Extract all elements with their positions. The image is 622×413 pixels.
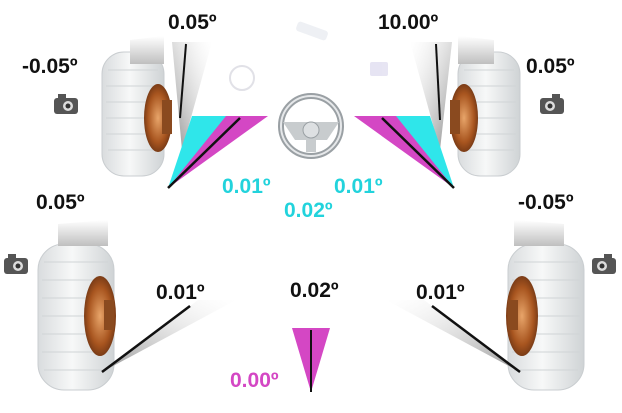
rear-right-toe-value: 0.01º bbox=[416, 281, 465, 304]
steering-wheel-icon bbox=[278, 93, 344, 159]
camera-icon bbox=[592, 254, 616, 274]
caster-gauge-front-left bbox=[172, 42, 212, 150]
rear-toe-left-fan bbox=[102, 300, 236, 372]
front-toe-left-value: 0.01º bbox=[222, 175, 271, 198]
thrust-angle-value: 0.00º bbox=[230, 369, 279, 392]
camber-gauge-rear-right bbox=[514, 220, 564, 246]
rear-total-toe-value: 0.02º bbox=[290, 279, 339, 302]
front-left-camber-value: -0.05º bbox=[22, 55, 78, 78]
camera-icon bbox=[54, 94, 78, 114]
camber-gauge-rear-left bbox=[58, 220, 108, 246]
front-toe-right-value: 0.01º bbox=[334, 175, 383, 198]
rear-left-camber-value: 0.05º bbox=[36, 191, 85, 214]
rear-left-tire-icon bbox=[37, 243, 116, 391]
rear-right-tire-icon bbox=[506, 243, 585, 391]
rear-right-camber-value: -0.05º bbox=[518, 191, 574, 214]
camber-gauge-front-right bbox=[458, 36, 494, 64]
camber-gauge-front-left bbox=[130, 36, 164, 64]
camera-icon bbox=[4, 254, 28, 274]
front-total-toe-value: 0.02º bbox=[284, 199, 333, 222]
caster-gauge-front-right bbox=[410, 42, 452, 150]
camera-icon bbox=[540, 94, 564, 114]
rear-left-toe-value: 0.01º bbox=[156, 281, 205, 304]
front-right-tire-icon bbox=[450, 51, 521, 177]
rear-toe-right-fan bbox=[386, 300, 520, 372]
front-right-caster-value: 10.00º bbox=[378, 11, 439, 34]
dashboard-icons bbox=[229, 21, 388, 91]
front-right-camber-value: 0.05º bbox=[526, 55, 575, 78]
front-left-tire-icon bbox=[101, 51, 172, 177]
thrust-angle-gauge bbox=[292, 328, 330, 392]
front-toe-left-fan bbox=[167, 116, 268, 189]
front-left-caster-value: 0.05º bbox=[168, 11, 217, 34]
front-toe-right-fan bbox=[354, 116, 455, 189]
